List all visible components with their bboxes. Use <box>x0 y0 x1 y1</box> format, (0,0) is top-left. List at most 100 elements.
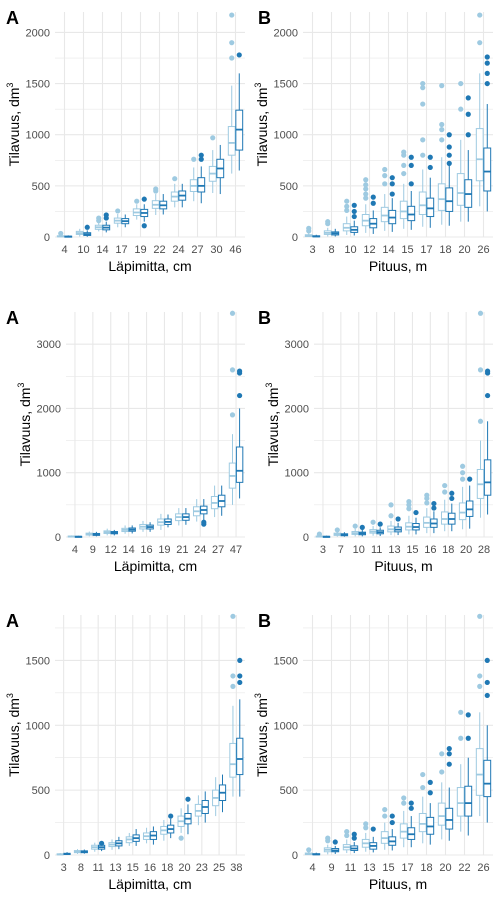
outlier-point <box>420 85 426 91</box>
box-dark-17 <box>426 154 435 228</box>
box-dark-18 <box>167 813 175 839</box>
panel-letter: A <box>6 308 19 328</box>
y-tick-label: 3000 <box>285 339 309 351</box>
y-tick-label: 2000 <box>37 403 61 415</box>
y-tick-label: 0 <box>292 850 298 862</box>
outlier-point <box>96 215 102 221</box>
x-tick-label: 18 <box>439 244 451 256</box>
box-dark-10 <box>358 524 367 537</box>
x-tick-label: 7 <box>338 544 344 556</box>
x-tick-label: 14 <box>96 244 108 256</box>
box-dark-16 <box>146 522 154 532</box>
box-dark-24 <box>178 183 187 208</box>
panel-letter: B <box>258 308 271 328</box>
y-tick-label: 0 <box>303 532 309 544</box>
y-tick-label: 1500 <box>26 79 50 91</box>
x-tick-label: 12 <box>105 544 117 556</box>
box-dark-20 <box>445 746 454 841</box>
outlier-point <box>370 826 376 832</box>
box-light-20 <box>437 751 446 840</box>
outlier-point <box>237 657 243 664</box>
box-iqr <box>426 197 435 218</box>
x-tick-label: 10 <box>77 244 89 256</box>
outlier-point <box>420 101 426 107</box>
outlier-point <box>370 194 376 200</box>
outlier-point <box>389 191 395 197</box>
outlier-point <box>236 368 243 374</box>
box-light-47 <box>228 310 237 505</box>
box-dark-4 <box>64 235 73 238</box>
panel-1: 0 500 1000 1500 2000 4 10 14 17 19 22 24 27 30 46 A Läpi… <box>5 8 245 274</box>
box-dark-17 <box>407 800 416 848</box>
outlier-point <box>84 224 90 230</box>
plot-area <box>55 12 245 237</box>
box-light-24 <box>170 176 179 208</box>
outlier-point <box>477 310 484 316</box>
x-tick-label: 20 <box>460 544 472 556</box>
x-tick-label: 24 <box>194 544 206 556</box>
box-dark-19 <box>164 514 172 528</box>
panel-6: 0 500 1000 1500 4 9 11 13 15 17 18 20 22 26 B Pituus, m… <box>253 611 493 892</box>
box-light-9 <box>85 531 94 537</box>
box-dark-3 <box>63 852 71 855</box>
y-axis-label-text: Tilavuus, dm <box>17 388 33 467</box>
box-dark-19 <box>140 196 149 229</box>
x-tick-label: 23 <box>196 862 208 874</box>
box-dark-15 <box>132 829 140 846</box>
outlier-point <box>413 509 419 516</box>
box-dark-18 <box>448 490 456 532</box>
outlier-point <box>427 790 433 796</box>
x-axis-label: Pituus, m <box>369 876 427 892</box>
box-light-12 <box>103 528 111 536</box>
box-light-28 <box>476 310 485 518</box>
outlier-point <box>484 679 490 686</box>
outlier-point <box>446 746 452 752</box>
box-light-11 <box>342 829 351 854</box>
box-light-8 <box>323 219 332 237</box>
panel-3: 0 1000 2000 3000 4 9 12 14 16 19 21 24 27 47 A Läpimitt… <box>6 308 245 574</box>
x-tick-label: 9 <box>90 544 96 556</box>
x-tick-label: 16 <box>140 544 152 556</box>
box-light-12 <box>361 177 370 233</box>
box-dark-22 <box>159 194 168 215</box>
box-light-21 <box>175 508 183 526</box>
outlier-point <box>420 137 426 143</box>
box-light-15 <box>399 149 408 229</box>
outlier-point <box>388 513 394 519</box>
outlier-point <box>465 712 471 718</box>
box-light-3 <box>56 853 64 856</box>
box-light-15 <box>125 832 133 846</box>
box-light-13 <box>108 839 116 850</box>
y-axis-label-superscript: 3 <box>5 83 15 88</box>
outlier-point <box>382 181 388 187</box>
outlier-point <box>382 806 388 813</box>
box-light-19 <box>132 198 141 220</box>
box-light-30 <box>208 135 217 194</box>
box-light-26 <box>475 613 484 817</box>
box-iqr <box>418 812 427 833</box>
outlier-point <box>344 829 350 835</box>
box-dark-11 <box>376 521 384 537</box>
box-iqr <box>483 459 492 496</box>
box-dark-10 <box>83 224 92 237</box>
outlier-point <box>352 523 358 529</box>
y-tick-label: 0 <box>292 232 298 244</box>
x-tick-label: 25 <box>213 862 225 874</box>
outlier-point <box>458 709 464 715</box>
y-tick-label: 2000 <box>26 27 50 39</box>
outlier-point <box>325 835 331 841</box>
x-tick-label: 17 <box>115 244 127 256</box>
outlier-point <box>229 40 235 46</box>
outlier-point <box>332 839 338 845</box>
x-tick-label: 4 <box>309 862 315 874</box>
outlier-point <box>458 735 464 741</box>
box-light-7 <box>333 527 342 537</box>
box-light-27 <box>189 156 198 202</box>
outlier-point <box>134 198 140 204</box>
outlier-point <box>446 144 452 150</box>
outlier-point <box>351 213 357 220</box>
x-tick-label: 24 <box>172 244 184 256</box>
outlier-point <box>408 181 414 187</box>
box-light-18 <box>437 83 446 225</box>
x-tick-label: 22 <box>153 244 165 256</box>
